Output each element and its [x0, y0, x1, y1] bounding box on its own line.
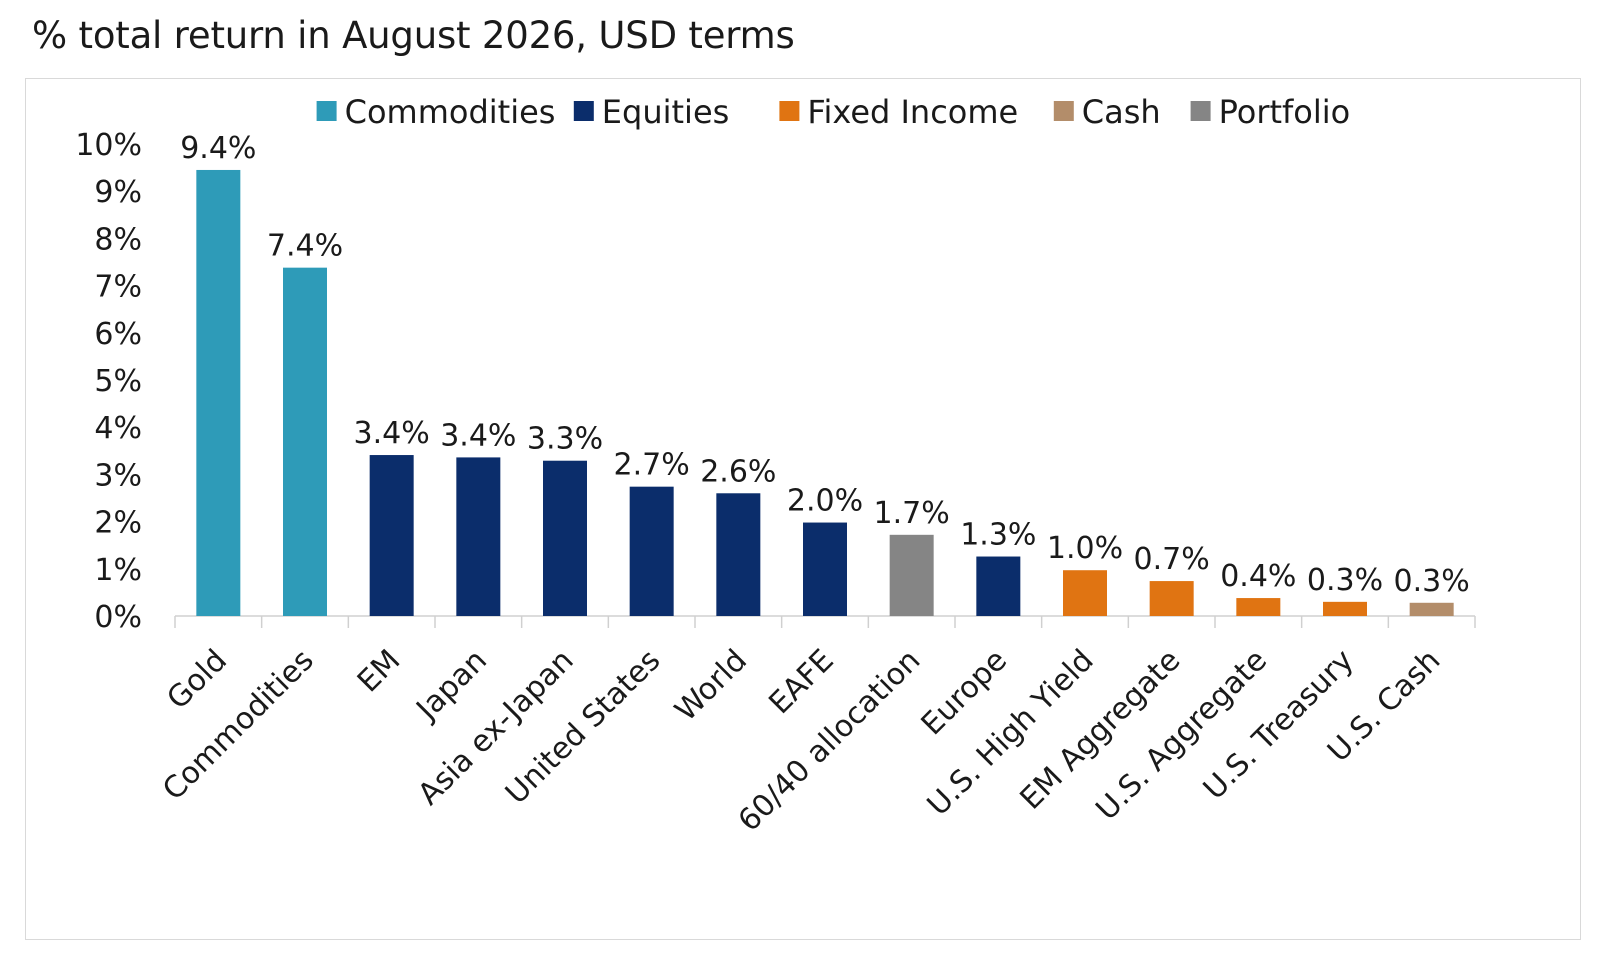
data-label: 2.0%	[787, 484, 863, 519]
legend-swatch	[1053, 101, 1074, 121]
data-label: 0.3%	[1307, 563, 1383, 598]
bar	[456, 457, 501, 616]
bar	[1409, 602, 1454, 616]
legend-label: Equities	[602, 93, 730, 131]
y-tick-label: 2%	[94, 506, 142, 541]
bar	[1063, 570, 1107, 616]
y-tick-label: 1%	[94, 553, 142, 588]
y-tick-label: 6%	[94, 317, 142, 352]
data-label: 2.7%	[614, 448, 690, 483]
category-label: World	[668, 643, 754, 729]
chart-frame	[25, 78, 1581, 940]
bar	[1149, 581, 1194, 616]
data-label: 1.0%	[1047, 531, 1123, 566]
category-label: EAFE	[762, 643, 840, 721]
bar	[889, 534, 934, 616]
data-label: 0.3%	[1394, 564, 1470, 599]
legend-label: Fixed Income	[807, 93, 1018, 131]
y-tick-label: 3%	[94, 458, 142, 493]
category-label: Japan	[409, 643, 494, 728]
bar	[716, 493, 761, 616]
data-label: 1.7%	[874, 496, 950, 531]
data-label: 7.4%	[267, 229, 343, 264]
bar	[976, 556, 1021, 616]
category-label: Gold	[160, 643, 234, 717]
bar	[543, 460, 587, 616]
data-label: 3.4%	[440, 418, 516, 453]
data-label: 0.4%	[1220, 559, 1296, 594]
bar	[629, 486, 674, 616]
bar	[196, 169, 241, 616]
category-label: EM	[351, 643, 407, 699]
data-label: 3.3%	[527, 422, 603, 457]
y-tick-label: 0%	[94, 600, 142, 635]
legend-swatch	[779, 101, 800, 121]
legend-label: Cash	[1082, 93, 1161, 131]
legend-swatch	[573, 101, 594, 121]
category-label: United States	[499, 643, 667, 811]
bar	[803, 522, 847, 616]
bar	[1323, 601, 1367, 616]
y-tick-label: 4%	[94, 411, 142, 446]
data-label: 2.6%	[700, 454, 776, 489]
data-label: 9.4%	[180, 131, 256, 166]
data-label: 0.7%	[1134, 542, 1210, 577]
category-label: Asia ex-Japan	[411, 643, 580, 812]
data-label: 1.3%	[960, 518, 1036, 553]
bar	[1236, 598, 1281, 616]
bar	[283, 267, 327, 616]
category-label: U.S. Treasury	[1197, 643, 1361, 807]
category-label: Commodities	[156, 643, 321, 808]
legend-swatch	[316, 101, 337, 121]
y-tick-label: 5%	[94, 364, 142, 399]
legend-label: Portfolio	[1219, 93, 1351, 131]
y-tick-label: 7%	[94, 270, 142, 305]
y-tick-label: 10%	[75, 128, 142, 163]
legend-label: Commodities	[345, 93, 556, 131]
data-label: 3.4%	[354, 416, 430, 451]
chart-title: % total return in August 2026, USD terms	[32, 14, 795, 57]
legend-swatch	[1190, 101, 1211, 121]
bar	[369, 455, 414, 616]
y-tick-label: 8%	[94, 222, 142, 257]
y-tick-label: 9%	[94, 175, 142, 210]
